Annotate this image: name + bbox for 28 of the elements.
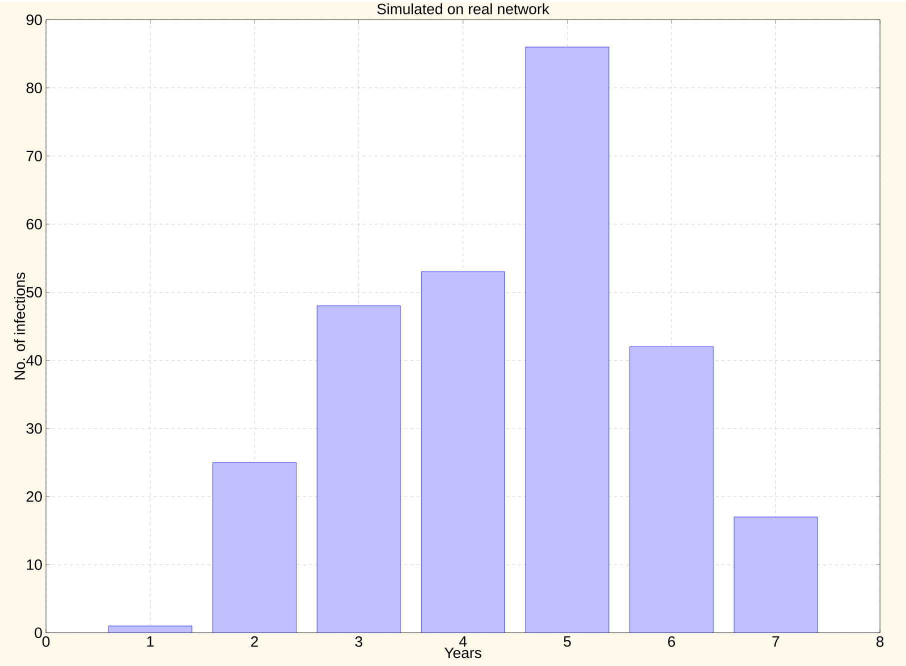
y-tick-label: 40 bbox=[26, 355, 42, 366]
y-tick-label: 70 bbox=[26, 150, 42, 162]
y-tick-label: 90 bbox=[26, 14, 42, 26]
y-tick-label: 80 bbox=[26, 82, 42, 94]
x-tick-label: 4 bbox=[459, 636, 467, 647]
bar bbox=[421, 272, 505, 633]
x-tick-label: 1 bbox=[147, 636, 154, 647]
y-tick-label: 0 bbox=[34, 628, 42, 638]
y-tick-label: 20 bbox=[26, 491, 42, 502]
y-tick-label: 50 bbox=[26, 287, 42, 298]
x-tick-label: 3 bbox=[355, 636, 362, 647]
x-tick-label: 2 bbox=[251, 636, 258, 647]
x-tick-label: 0 bbox=[42, 636, 50, 647]
x-tick-label: 6 bbox=[668, 636, 675, 647]
x-tick-label: 7 bbox=[772, 636, 780, 647]
chart-title: Simulated on real network bbox=[377, 3, 550, 14]
bar bbox=[317, 306, 400, 633]
y-tick-label: 30 bbox=[26, 423, 42, 434]
x-tick-label: 8 bbox=[876, 636, 884, 647]
y-tick-label: 60 bbox=[26, 218, 42, 230]
bar bbox=[212, 462, 296, 633]
bar bbox=[734, 516, 818, 633]
x-axis-title: Years bbox=[444, 648, 482, 658]
x-tick-label: 5 bbox=[564, 636, 571, 647]
y-axis-title: No. of infections bbox=[14, 272, 26, 380]
y-tick-label: 10 bbox=[27, 559, 42, 570]
bar bbox=[630, 346, 714, 633]
bar bbox=[526, 47, 609, 633]
